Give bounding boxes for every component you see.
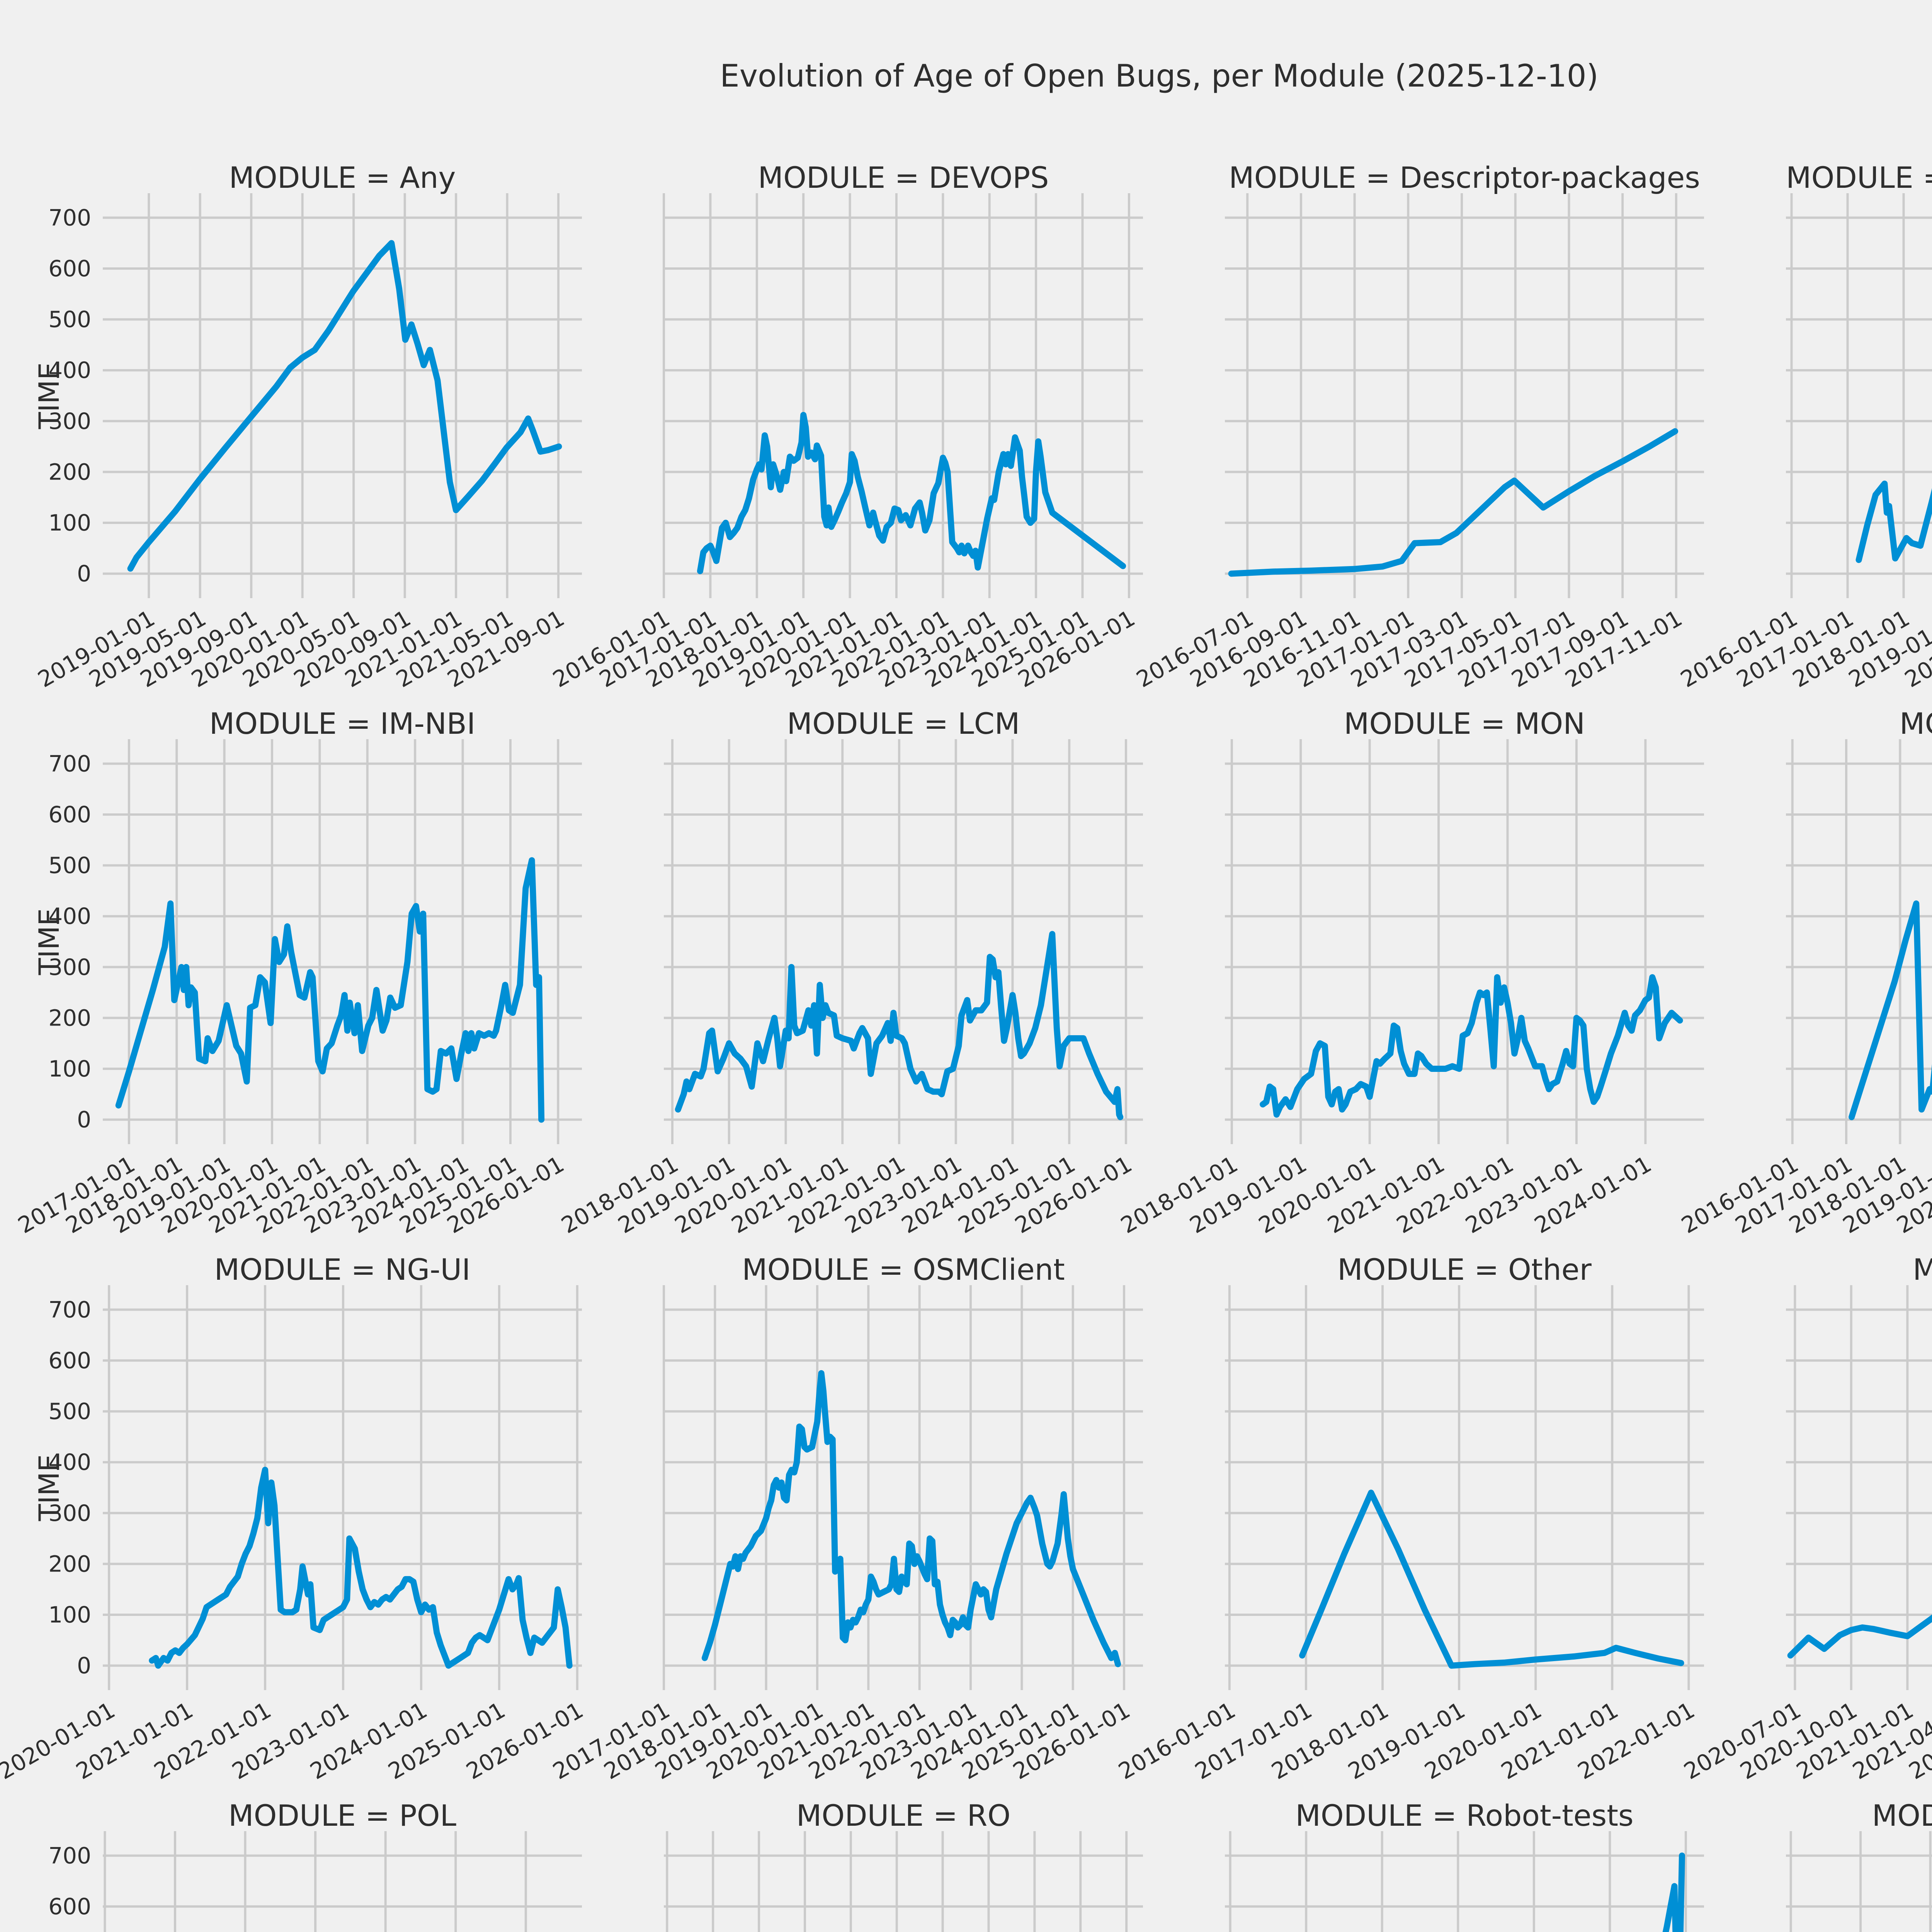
facet-title: MODULE = MON (1344, 706, 1585, 741)
y-tick-label: 700 (48, 204, 91, 231)
facet-title: MODULE = Robot-tests (1295, 1798, 1634, 1833)
y-tick-label: 200 (48, 1551, 91, 1577)
plot-svg: 2020-07-012020-10-012021-01-012021-04-01… (1679, 1285, 1932, 1785)
plot-svg: 2018-01-012019-01-012020-01-012021-01-01… (557, 739, 1143, 1239)
facet-title: MODULE = OSMClient (742, 1252, 1065, 1287)
facet-title: MODULE = Any (229, 160, 456, 195)
facet-panel: MODULE = RO2016-01-012017-01-012018-01-0… (664, 1800, 1143, 1932)
y-tick-label: 400 (48, 1449, 91, 1475)
facet-title: MODULE = NG-UI (214, 1252, 471, 1287)
facet-title: MODULE = Documentation / Wiki (1786, 160, 1932, 195)
facet-panel: MODULE = OSMClient 2017-01-01 2018-01-01 20… (548, 1252, 1143, 1800)
data-line (1787, 1614, 1932, 1659)
y-tick-label: 500 (48, 852, 91, 879)
facet-title: MODULE = Unknown (1872, 1798, 1932, 1833)
y-tick-label: 100 (48, 510, 91, 536)
plot-svg: 2018-01-012019-01-012020-01-012021-01-01… (1116, 739, 1704, 1239)
y-tick-label: 0 (77, 1653, 91, 1679)
facet-panel: MODULE = DEVOPS 2016-01-01 2017-01-01 2018-… (548, 160, 1143, 708)
data-line (127, 240, 562, 572)
plot-svg: 2020-01-012021-01-012022-01-012023-01-01… (0, 1285, 588, 1785)
y-tick-label: 600 (48, 801, 91, 828)
y-tick-label: 200 (48, 459, 91, 485)
facet-panel: MODULE = NG-UI 2020-01-01 2021-01-01 2022-0… (0, 1252, 588, 1800)
facet-panel: MODULE = PLA2020-07-012020-10-012021-01-… (1679, 1252, 1932, 1800)
y-tick-label: 600 (48, 1893, 91, 1920)
y-tick-label: 700 (48, 1842, 91, 1869)
plot-svg: 2016-01-012017-01-012018-01-012019-01-01… (1676, 193, 1932, 693)
plot-svg: 2016-01-012017-01-012018-01-012019-01-01… (1786, 1831, 1932, 1932)
facet-panel: MODULE = MON 2018-01-01 2019-01-01 2020-01-… (1116, 706, 1704, 1254)
plot-svg: 2020-01-012021-01-012022-01-012023-01-01… (1225, 1831, 1704, 1932)
plot-svg: 2016-01-012017-01-012018-01-012019-01-01… (1114, 1285, 1704, 1785)
y-tick-label: 300 (48, 1500, 91, 1526)
plot-svg: 2016-07-012016-09-012016-11-012017-01-01… (1132, 193, 1704, 693)
plot-svg: 2016-01-012017-01-012018-01-012019-01-01… (548, 193, 1143, 693)
data-line (1228, 428, 1679, 577)
facet-title: MODULE = Other (1337, 1252, 1592, 1287)
facet-panel: MODULE = LCM 2018-01-01 2019-01-01 2020-01-… (557, 706, 1143, 1254)
data-line (1855, 480, 1932, 563)
data-line (1299, 1490, 1684, 1669)
data-line (675, 931, 1124, 1120)
facet-panel: MODULE = IM-NBI 2017-01-01 2018-01-01 2019-… (14, 706, 582, 1254)
y-tick-label: 0 (77, 561, 91, 587)
data-line (1260, 974, 1683, 1118)
data-line (149, 1466, 573, 1669)
y-tick-label: 600 (48, 255, 91, 282)
y-tick-label: 700 (48, 750, 91, 777)
y-tick-label: 300 (48, 408, 91, 434)
data-line (1662, 1852, 1685, 1932)
facet-panel: MODULE = POL2018-01-012019-01-012020-01-… (37, 1800, 582, 1932)
plot-svg: 2016-01-012017-01-012018-01-012019-01-01… (664, 1831, 1143, 1932)
facet-panel: MODULE = Descriptor-packages 2016-07-01 20… (1132, 160, 1704, 708)
y-tick-label: 200 (48, 1005, 91, 1031)
facet-panel: MODULE = Other 2016-01-01 2017-01-01 2018-0… (1114, 1252, 1704, 1800)
y-axis-label-time: TIME (33, 1454, 65, 1522)
y-tick-label: 0 (77, 1107, 91, 1133)
facet-title: MODULE = LCM (787, 706, 1020, 741)
data-line (1849, 900, 1932, 1120)
data-line (115, 857, 545, 1123)
facet-panel: MODULE = N2VC2016-01-012017-01-012018-01… (1677, 706, 1932, 1254)
facet-title: MODULE = IM-NBI (209, 706, 476, 741)
data-line (701, 1370, 1121, 1667)
y-tick-label: 500 (48, 1398, 91, 1425)
plot-svg: 2018-01-012019-01-012020-01-012021-01-01… (48, 1831, 582, 1932)
y-tick-label: 600 (48, 1347, 91, 1374)
y-tick-label: 500 (48, 306, 91, 333)
facet-title: MODULE = POL (228, 1798, 456, 1833)
facet-panel: MODULE = Unknown2016-01-012017-01-012018… (1786, 1800, 1932, 1932)
y-axis-label-time: TIME (33, 908, 65, 976)
y-tick-label: 300 (48, 954, 91, 980)
y-axis-label-time: TIME (33, 362, 65, 430)
figure-title: Evolution of Age of Open Bugs, per Modul… (720, 58, 1599, 94)
y-tick-label: 400 (48, 903, 91, 929)
facet-panel: MODULE = Documentation / Wiki2016-01-012… (1676, 160, 1932, 708)
y-tick-label: 100 (48, 1056, 91, 1082)
plot-svg: 2017-01-012018-01-012019-01-012020-01-01… (14, 739, 582, 1239)
plot-svg: 2019-01-012019-05-012019-09-012020-01-01… (33, 193, 582, 693)
facet-title: MODULE = PLA (1913, 1252, 1932, 1287)
y-tick-label: 100 (48, 1602, 91, 1628)
facet-panel: MODULE = Any 2019-01-01 2019-05-01 2019-09-… (33, 160, 582, 708)
facet-panel: MODULE = Robot-tests2020-01-012021-01-01… (1225, 1800, 1704, 1932)
facet-title: MODULE = N2VC (1899, 706, 1932, 741)
facet-title: MODULE = Descriptor-packages (1229, 160, 1700, 195)
y-tick-label: 400 (48, 357, 91, 383)
facet-title: MODULE = DEVOPS (758, 160, 1049, 195)
y-tick-label: 700 (48, 1296, 91, 1323)
data-line (697, 412, 1126, 574)
facet-title: MODULE = RO (796, 1798, 1011, 1833)
plot-svg: 2016-01-012017-01-012018-01-012019-01-01… (1677, 739, 1932, 1239)
plot-svg: 2017-01-012018-01-012019-01-012020-01-01… (548, 1285, 1143, 1785)
facet-grid: MODULE = Any 2019-01-01 2019-05-01 2019-09-… (0, 160, 1932, 1932)
